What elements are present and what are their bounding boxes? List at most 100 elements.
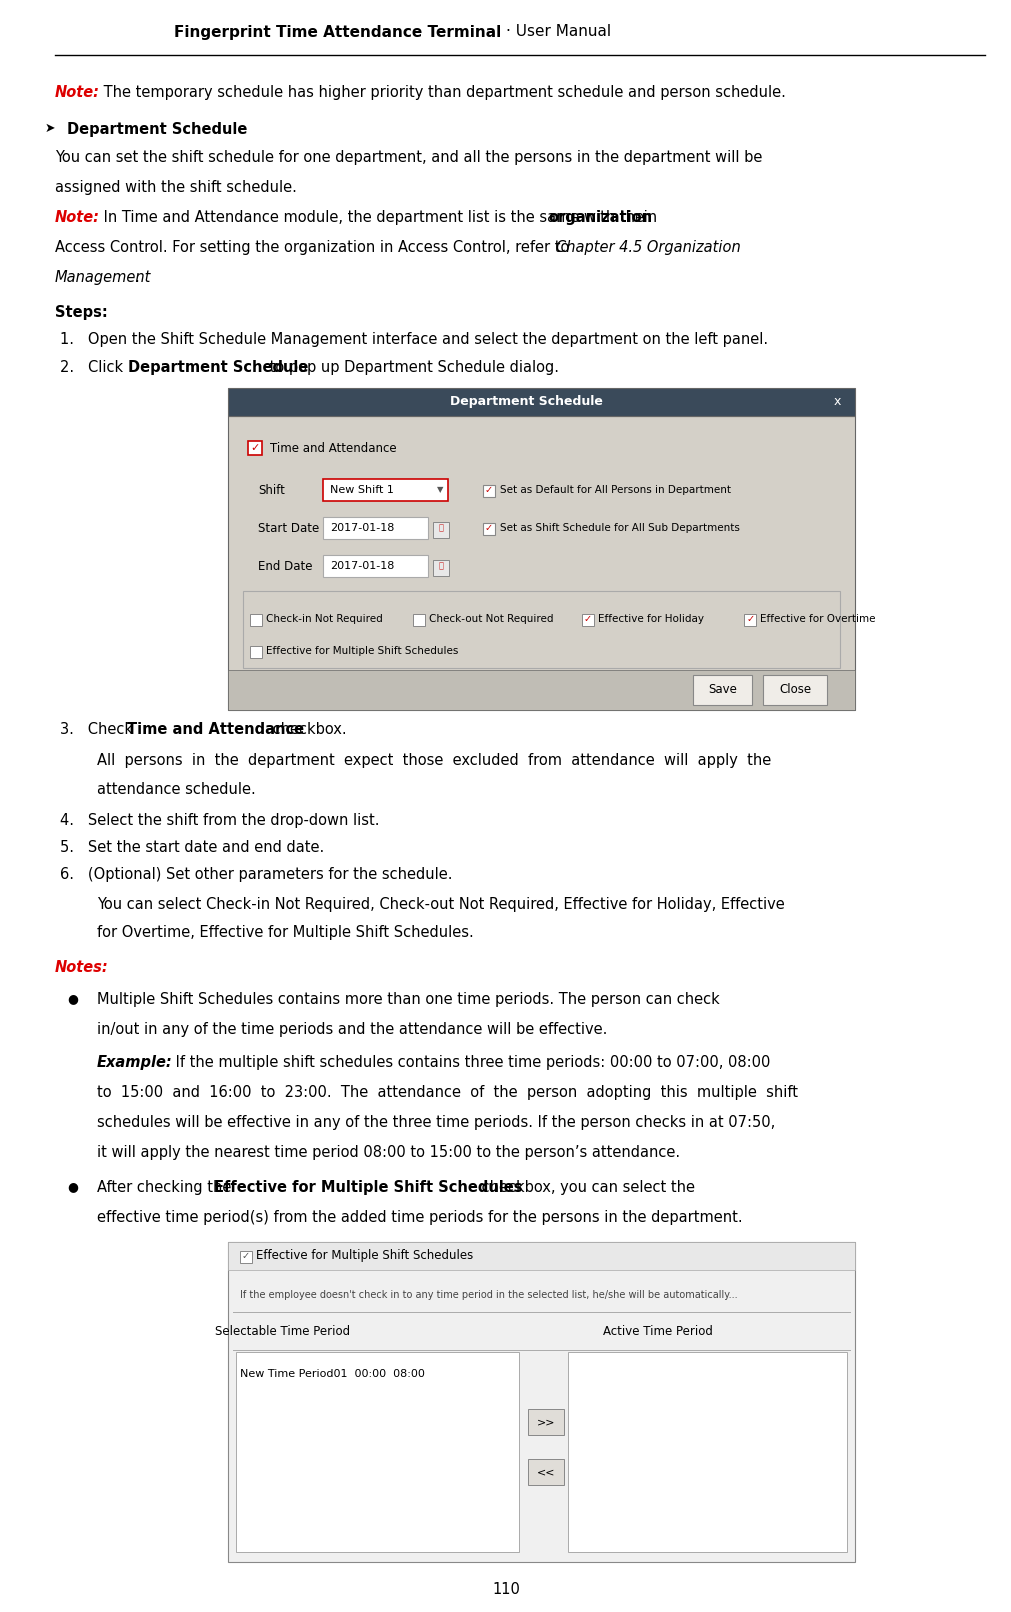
Text: in/out in any of the time periods and the attendance will be effective.: in/out in any of the time periods and th… bbox=[97, 1022, 607, 1037]
Text: Save: Save bbox=[708, 683, 736, 696]
Bar bbox=[240, 1251, 252, 1262]
Bar bbox=[482, 522, 494, 535]
Text: 2.   Click: 2. Click bbox=[60, 359, 127, 376]
Text: New Shift 1: New Shift 1 bbox=[330, 485, 393, 495]
Text: Shift: Shift bbox=[258, 484, 284, 496]
Text: End Date: End Date bbox=[258, 559, 312, 572]
Text: Start Date: Start Date bbox=[258, 522, 318, 535]
Text: 2017-01-18: 2017-01-18 bbox=[330, 561, 394, 571]
Bar bbox=[433, 522, 449, 538]
Text: ✓: ✓ bbox=[484, 522, 492, 534]
Text: ➤: ➤ bbox=[44, 123, 56, 135]
Text: Department Schedule: Department Schedule bbox=[127, 359, 308, 376]
Text: 110: 110 bbox=[491, 1583, 520, 1597]
Bar bbox=[412, 614, 425, 625]
Text: After checking the: After checking the bbox=[97, 1180, 236, 1194]
Bar bbox=[744, 614, 755, 625]
Text: · User Manual: · User Manual bbox=[506, 24, 611, 40]
Text: New Time Period01  00:00  08:00: New Time Period01 00:00 08:00 bbox=[240, 1369, 425, 1378]
Bar bbox=[482, 485, 494, 496]
Text: organization: organization bbox=[548, 210, 651, 226]
Text: ▼: ▼ bbox=[437, 485, 443, 495]
Bar bbox=[323, 555, 428, 577]
Bar bbox=[527, 1409, 563, 1435]
Bar bbox=[527, 1459, 563, 1485]
Bar bbox=[227, 388, 854, 416]
Text: ✓: ✓ bbox=[484, 485, 492, 495]
Text: If the multiple shift schedules contains three time periods: 00:00 to 07:00, 08:: If the multiple shift schedules contains… bbox=[171, 1054, 769, 1070]
Text: 📅: 📅 bbox=[438, 561, 443, 571]
Text: it will apply the nearest time period 08:00 to 15:00 to the person’s attendance.: it will apply the nearest time period 08… bbox=[97, 1145, 679, 1161]
Bar bbox=[567, 1352, 846, 1552]
Text: ✓: ✓ bbox=[250, 443, 260, 453]
Text: Close: Close bbox=[778, 683, 810, 696]
Text: Effective for Holiday: Effective for Holiday bbox=[598, 614, 703, 624]
Bar bbox=[243, 592, 839, 667]
Text: Effective for Multiple Shift Schedules: Effective for Multiple Shift Schedules bbox=[213, 1180, 522, 1194]
Text: checkbox.: checkbox. bbox=[268, 722, 347, 737]
Text: <<: << bbox=[536, 1467, 554, 1477]
Text: Notes:: Notes: bbox=[55, 961, 108, 975]
Text: The temporary schedule has higher priority than department schedule and person s: The temporary schedule has higher priori… bbox=[99, 85, 786, 100]
Text: 📅: 📅 bbox=[438, 524, 443, 532]
Text: Active Time Period: Active Time Period bbox=[603, 1325, 712, 1338]
Text: 6.   (Optional) Set other parameters for the schedule.: 6. (Optional) Set other parameters for t… bbox=[60, 867, 452, 882]
Text: ●: ● bbox=[67, 1180, 78, 1193]
Text: effective time period(s) from the added time periods for the persons in the depa: effective time period(s) from the added … bbox=[97, 1211, 742, 1225]
Text: Set as Shift Schedule for All Sub Departments: Set as Shift Schedule for All Sub Depart… bbox=[499, 522, 739, 534]
Text: Fingerprint Time Attendance Terminal: Fingerprint Time Attendance Terminal bbox=[174, 24, 500, 40]
Text: Selectable Time Period: Selectable Time Period bbox=[215, 1325, 350, 1338]
Bar bbox=[227, 671, 854, 709]
Text: in: in bbox=[638, 210, 656, 226]
FancyBboxPatch shape bbox=[693, 675, 751, 704]
Text: Access Control. For setting the organization in Access Control, refer to: Access Control. For setting the organiza… bbox=[55, 240, 573, 255]
Text: ✓: ✓ bbox=[745, 614, 754, 624]
Text: ✓: ✓ bbox=[242, 1251, 250, 1261]
Text: 3.   Check: 3. Check bbox=[60, 722, 137, 737]
Text: 5.   Set the start date and end date.: 5. Set the start date and end date. bbox=[60, 840, 324, 854]
Text: If the employee doesn't check in to any time period in the selected list, he/she: If the employee doesn't check in to any … bbox=[240, 1290, 737, 1299]
Text: Time and Attendance: Time and Attendance bbox=[270, 442, 396, 455]
Text: Note:: Note: bbox=[55, 210, 100, 226]
Text: ●: ● bbox=[67, 991, 78, 1004]
Text: Set as Default for All Persons in Department: Set as Default for All Persons in Depart… bbox=[499, 485, 730, 495]
Text: Effective for Multiple Shift Schedules: Effective for Multiple Shift Schedules bbox=[256, 1249, 473, 1262]
Bar bbox=[227, 416, 854, 709]
Bar bbox=[227, 1241, 854, 1562]
Text: Chapter 4.5 Organization: Chapter 4.5 Organization bbox=[555, 240, 740, 255]
Text: Check-out Not Required: Check-out Not Required bbox=[429, 614, 553, 624]
Bar bbox=[236, 1352, 519, 1552]
Text: checkbox, you can select the: checkbox, you can select the bbox=[476, 1180, 695, 1194]
Bar bbox=[250, 646, 262, 658]
Text: Department Schedule: Department Schedule bbox=[450, 395, 603, 408]
Text: In Time and Attendance module, the department list is the same with the: In Time and Attendance module, the depar… bbox=[99, 210, 648, 226]
Text: Example:: Example: bbox=[97, 1054, 173, 1070]
Text: Management: Management bbox=[55, 269, 152, 285]
Text: Steps:: Steps: bbox=[55, 305, 107, 321]
Text: to pop up Department Schedule dialog.: to pop up Department Schedule dialog. bbox=[265, 359, 558, 376]
Text: Department Schedule: Department Schedule bbox=[67, 123, 247, 137]
Bar bbox=[323, 479, 448, 501]
Text: x: x bbox=[832, 395, 840, 408]
Text: Time and Attendance: Time and Attendance bbox=[126, 722, 304, 737]
Text: >>: >> bbox=[536, 1417, 554, 1427]
Text: attendance schedule.: attendance schedule. bbox=[97, 782, 256, 796]
Text: to  15:00  and  16:00  to  23:00.  The  attendance  of  the  person  adopting  t: to 15:00 and 16:00 to 23:00. The attenda… bbox=[97, 1085, 798, 1099]
Text: All  persons  in  the  department  expect  those  excluded  from  attendance  wi: All persons in the department expect tho… bbox=[97, 753, 770, 767]
Text: .: . bbox=[133, 269, 139, 285]
Text: Multiple Shift Schedules contains more than one time periods. The person can che: Multiple Shift Schedules contains more t… bbox=[97, 991, 719, 1008]
Bar bbox=[323, 517, 428, 538]
Text: Effective for Multiple Shift Schedules: Effective for Multiple Shift Schedules bbox=[266, 646, 458, 656]
Text: 2017-01-18: 2017-01-18 bbox=[330, 522, 394, 534]
Text: You can set the shift schedule for one department, and all the persons in the de: You can set the shift schedule for one d… bbox=[55, 150, 761, 164]
Bar bbox=[248, 442, 262, 455]
Text: 4.   Select the shift from the drop-down list.: 4. Select the shift from the drop-down l… bbox=[60, 812, 379, 829]
Text: Effective for Overtime: Effective for Overtime bbox=[759, 614, 876, 624]
Text: Note:: Note: bbox=[55, 85, 100, 100]
Bar bbox=[250, 614, 262, 625]
Text: assigned with the shift schedule.: assigned with the shift schedule. bbox=[55, 181, 296, 195]
Bar bbox=[433, 559, 449, 575]
Bar bbox=[581, 614, 593, 625]
Text: You can select Check-in Not Required, Check-out Not Required, Effective for Holi: You can select Check-in Not Required, Ch… bbox=[97, 896, 784, 912]
Text: schedules will be effective in any of the three time periods. If the person chec: schedules will be effective in any of th… bbox=[97, 1116, 774, 1130]
